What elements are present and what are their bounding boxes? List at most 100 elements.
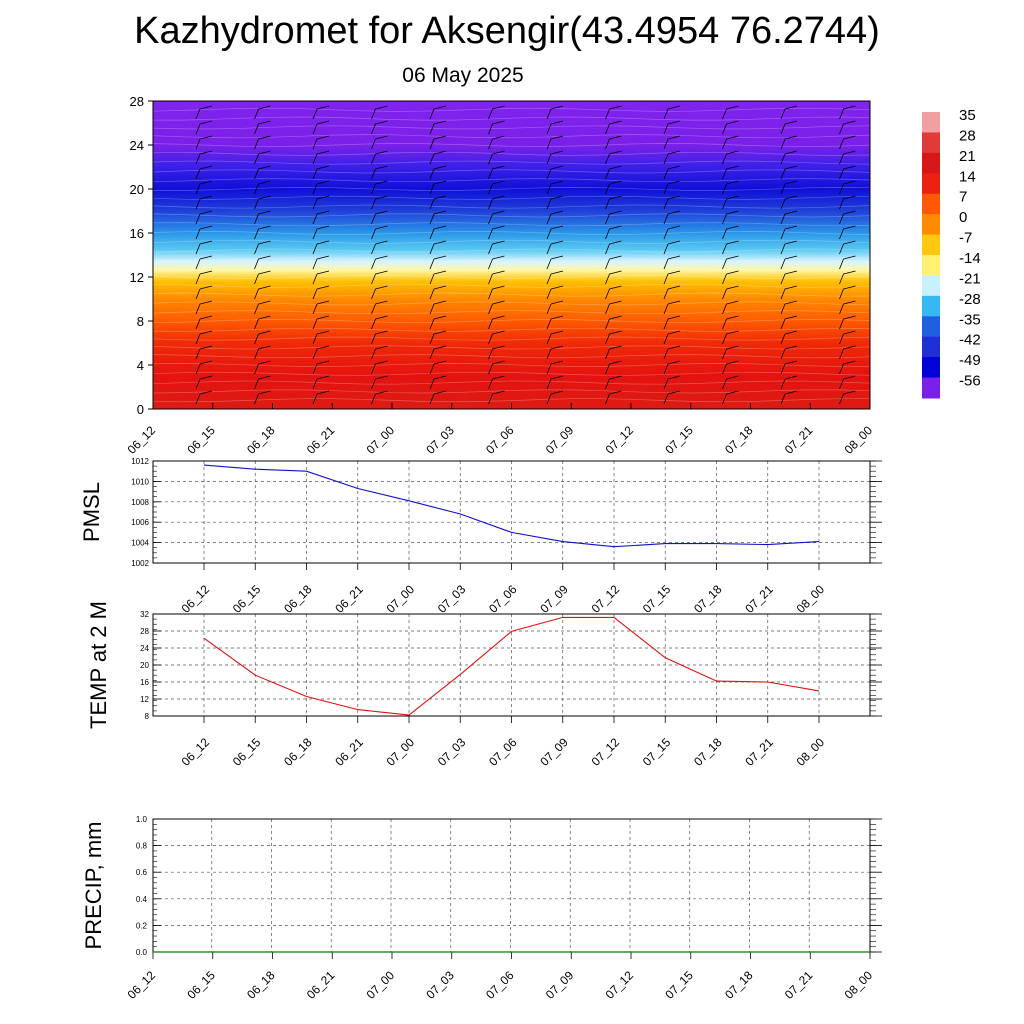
wind-barb — [839, 285, 856, 300]
wind-barb — [195, 225, 213, 240]
x-tick-label: 07_15 — [640, 735, 674, 769]
contour-line — [152, 134, 871, 139]
y-tick-label: 1008 — [131, 498, 149, 507]
wind-barb — [780, 330, 798, 345]
x-tick-label: 07_03 — [423, 968, 457, 1002]
contour-line — [152, 222, 871, 227]
wind-barb — [780, 270, 798, 285]
y-tick-label: 1004 — [131, 539, 149, 548]
colorbar-label: -28 — [959, 291, 981, 308]
y-tick-label: 1012 — [131, 457, 149, 466]
wind-barb — [839, 360, 856, 375]
wind-barb — [488, 225, 505, 240]
heatmap-y-tick-label: 20 — [130, 182, 144, 197]
x-tick-label: 07_09 — [537, 735, 571, 769]
x-tick-label: 06_21 — [332, 582, 366, 616]
wind-barb — [429, 180, 447, 195]
wind-barb — [722, 345, 739, 360]
x-tick-label: 07_21 — [742, 735, 776, 769]
wind-barb — [780, 315, 798, 330]
wind-barb — [312, 285, 330, 300]
y-tick-label: 1006 — [131, 518, 149, 527]
heatmap-x-tick-label: 07_00 — [364, 423, 398, 457]
y-tick-label: 28 — [140, 627, 149, 636]
wind-barb — [546, 210, 564, 225]
y-axis-label: TEMP at 2 M — [86, 601, 111, 729]
colorbar-segment — [922, 173, 940, 195]
wind-barb — [488, 285, 505, 300]
wind-barb — [663, 150, 681, 165]
wind-barb — [195, 255, 213, 270]
wind-barb — [722, 255, 739, 270]
contour-line — [152, 195, 871, 200]
wind-barb — [722, 390, 739, 405]
wind-barb — [312, 270, 330, 285]
contour-line — [152, 398, 870, 403]
colorbar-label: 0 — [959, 209, 967, 226]
wind-barb — [429, 105, 447, 120]
wind-barb — [488, 180, 505, 195]
x-tick-label: 07_00 — [364, 968, 398, 1002]
wind-barb — [195, 150, 213, 165]
wind-barb — [663, 390, 681, 405]
x-tick-label: 07_18 — [722, 968, 756, 1002]
wind-barb — [312, 105, 330, 120]
wind-barb — [312, 150, 330, 165]
wind-barb — [254, 285, 271, 300]
wind-barb — [722, 360, 739, 375]
wind-barb — [488, 390, 505, 405]
wind-barb — [195, 315, 213, 330]
contour-line — [152, 292, 871, 297]
x-tick-label: 06_21 — [332, 735, 366, 769]
wind-barb — [195, 180, 213, 195]
colorbar-label: 14 — [959, 168, 976, 185]
wind-barb — [605, 300, 622, 315]
x-tick-label: 07_03 — [435, 582, 469, 616]
colorbar-segment — [922, 255, 940, 276]
wind-barb — [839, 255, 856, 270]
y-tick-label: 20 — [140, 661, 149, 670]
heatmap-x-tick-label: 07_12 — [603, 423, 637, 457]
wind-barb — [488, 195, 505, 210]
wind-barb — [780, 240, 798, 255]
wind-barb — [195, 330, 213, 345]
wind-barb — [663, 330, 681, 345]
heatmap-x-tick-label: 07_06 — [483, 423, 517, 457]
x-tick-label: 06_12 — [125, 968, 159, 1002]
wind-barb — [312, 375, 330, 390]
wind-barb — [605, 330, 622, 345]
wind-barb — [195, 345, 213, 360]
colorbar-label: -35 — [959, 311, 981, 328]
wind-barb — [722, 150, 739, 165]
wind-barb — [254, 240, 271, 255]
x-tick-label: 07_06 — [486, 735, 520, 769]
wind-barb — [839, 315, 856, 330]
wind-barb — [371, 120, 388, 135]
wind-barb — [429, 315, 447, 330]
wind-barb — [605, 270, 622, 285]
contour-line — [152, 248, 871, 253]
wind-barb — [839, 210, 856, 225]
x-tick-label: 06_15 — [230, 582, 264, 616]
wind-barb — [429, 390, 447, 405]
wind-barb — [254, 345, 271, 360]
contour-line — [152, 319, 871, 323]
wind-barb — [429, 300, 447, 315]
wind-barb — [546, 390, 564, 405]
wind-barb — [839, 120, 856, 135]
heatmap-y-tick-label: 12 — [130, 270, 144, 285]
wind-barb — [254, 315, 271, 330]
wind-barb — [839, 345, 856, 360]
y-axis-label: PMSL — [79, 482, 104, 542]
wind-barb — [722, 180, 739, 195]
wind-barb — [429, 375, 447, 390]
contour-line — [152, 327, 871, 332]
wind-barb — [254, 150, 271, 165]
wind-barb — [254, 120, 271, 135]
x-tick-label: 07_06 — [486, 582, 520, 616]
contour-line — [152, 204, 871, 209]
wind-barb — [722, 270, 739, 285]
wind-barb — [663, 105, 681, 120]
wind-barb — [546, 180, 564, 195]
